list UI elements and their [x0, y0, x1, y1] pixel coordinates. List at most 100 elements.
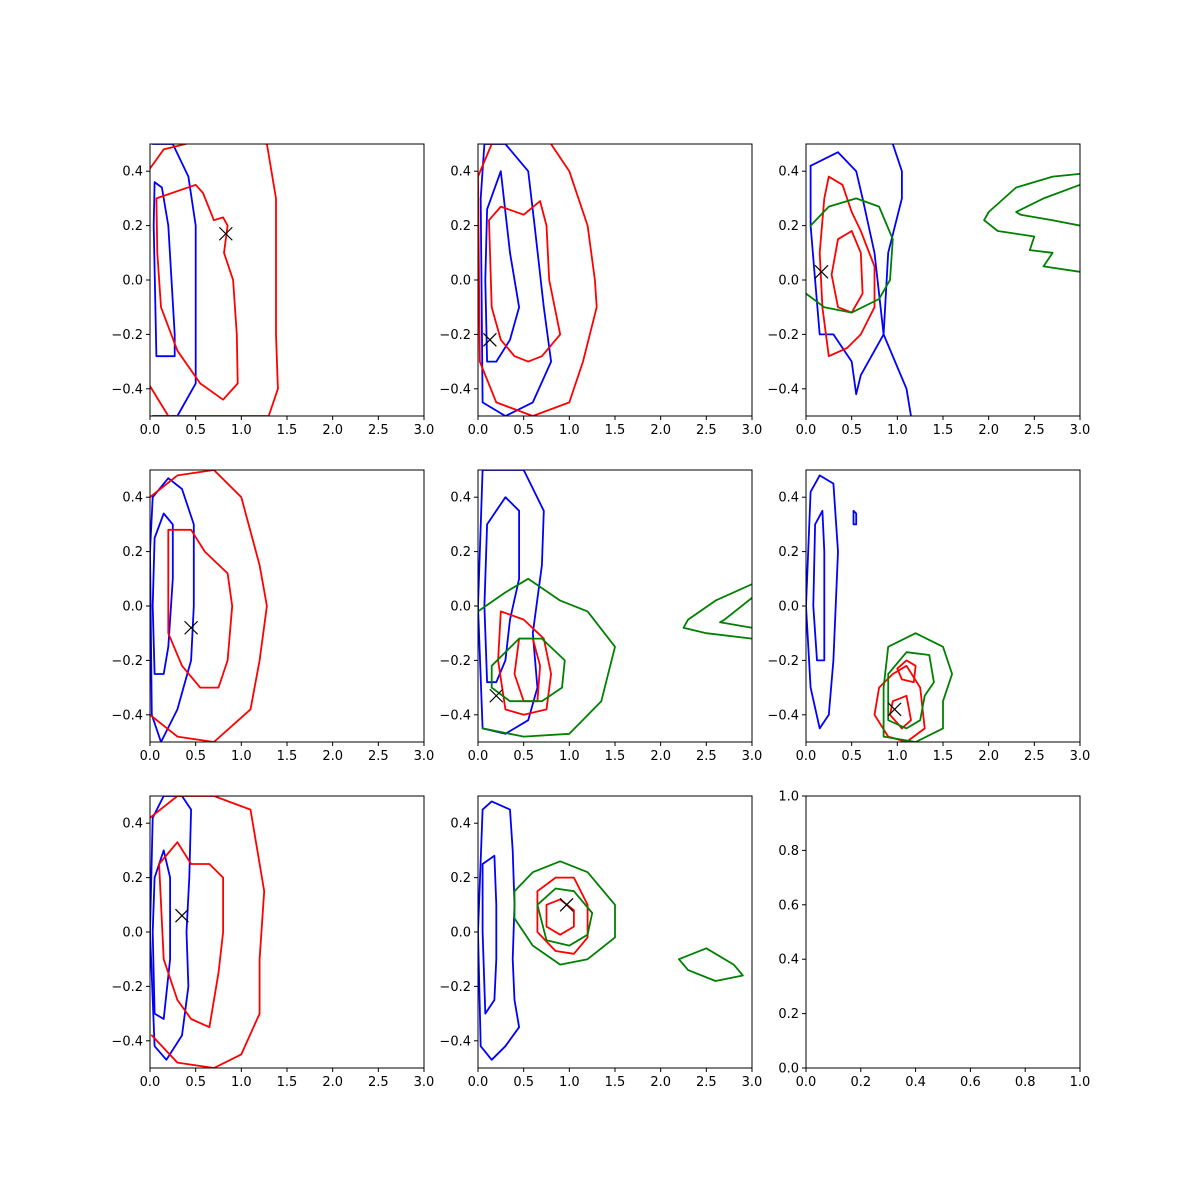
y-tick-label: 0.0 [778, 1062, 799, 1077]
x-tick-label: 0.0 [140, 423, 161, 438]
x-tick-label: 2.5 [368, 1075, 389, 1090]
contour-line [809, 151, 912, 416]
x-tick-label: 2.0 [322, 1075, 343, 1090]
x-tick-label: 0.0 [140, 749, 161, 764]
x-tick-label: 0.5 [841, 749, 862, 764]
marker-x [184, 620, 199, 635]
x-tick-label: 3.0 [414, 749, 435, 764]
plot-area [478, 800, 744, 1061]
y-tick-label: −0.2 [767, 654, 799, 669]
x-tick-label: 2.5 [696, 749, 717, 764]
contour-line [545, 898, 575, 936]
axes-frame [149, 143, 425, 417]
y-tick-label: −0.4 [111, 708, 143, 723]
x-tick-label: 0.5 [513, 423, 534, 438]
contour-line [873, 664, 926, 742]
contour-line [152, 181, 176, 358]
y-tick-label: 0.2 [450, 871, 471, 886]
plot-area [150, 796, 266, 1068]
x-tick-label: 1.0 [1070, 1075, 1091, 1090]
x-tick-label: 0.0 [796, 749, 817, 764]
y-tick-label: 0.4 [122, 165, 143, 180]
y-tick-label: −0.4 [439, 382, 471, 397]
contour-line [497, 610, 552, 716]
contour-line [483, 496, 520, 684]
x-tick-label: 2.0 [978, 423, 999, 438]
contour-line [488, 200, 562, 363]
x-tick-label: 1.5 [277, 1075, 298, 1090]
axes-frame [477, 143, 753, 417]
contour-line [150, 144, 279, 416]
y-tick-label: 0.4 [450, 817, 471, 832]
y-tick-label: 0.4 [450, 165, 471, 180]
x-tick-label: 2.5 [696, 423, 717, 438]
y-tick-label: 0.2 [122, 545, 143, 560]
x-tick-label: 1.5 [605, 1075, 626, 1090]
marker-x [489, 688, 504, 703]
x-tick-label: 0.6 [960, 1075, 981, 1090]
y-tick-label: 0.0 [450, 926, 471, 941]
x-tick-label: 0.5 [513, 1075, 534, 1090]
x-tick-label: 2.5 [368, 423, 389, 438]
plot-area [806, 474, 953, 742]
y-tick-label: 0.4 [122, 817, 143, 832]
x-tick-label: 0.0 [140, 1075, 161, 1090]
contour-line [1015, 183, 1080, 227]
y-tick-label: 0.0 [122, 274, 143, 289]
contour-line [481, 854, 498, 1015]
y-tick-label: −0.2 [439, 328, 471, 343]
x-tick-label: 3.0 [742, 1075, 763, 1090]
x-tick-label: 2.5 [368, 749, 389, 764]
y-tick-label: 0.4 [450, 491, 471, 506]
y-tick-label: 0.2 [778, 219, 799, 234]
contour-line [478, 144, 598, 416]
x-tick-label: 0.2 [850, 1075, 871, 1090]
contour-line [151, 849, 171, 1020]
contour-line [983, 173, 1080, 273]
contour-line [889, 694, 912, 730]
y-tick-label: 0.2 [122, 219, 143, 234]
plot-area [806, 144, 1080, 416]
contour-line [896, 659, 917, 684]
y-tick-label: 0.2 [778, 545, 799, 560]
contour-line [151, 512, 174, 675]
y-tick-label: 0.2 [450, 545, 471, 560]
y-tick-label: −0.4 [767, 708, 799, 723]
contour-line [852, 509, 858, 526]
contour-line [887, 651, 935, 730]
x-tick-label: 0.5 [513, 749, 534, 764]
x-tick-label: 2.0 [650, 423, 671, 438]
contour-line [478, 577, 616, 738]
contour-line [806, 474, 839, 730]
contour-line [882, 632, 953, 742]
x-tick-label: 2.0 [978, 749, 999, 764]
axes-frame [149, 469, 425, 743]
contour-line [536, 876, 589, 955]
x-tick-label: 0.4 [905, 1075, 926, 1090]
y-tick-label: −0.4 [111, 382, 143, 397]
x-tick-label: 2.0 [322, 423, 343, 438]
y-tick-label: 0.4 [778, 953, 799, 968]
contour-line [479, 144, 552, 416]
x-tick-label: 1.0 [887, 749, 908, 764]
y-tick-label: −0.2 [111, 654, 143, 669]
marker-x [559, 897, 574, 912]
x-tick-label: 1.0 [559, 749, 580, 764]
axes-frame [805, 143, 1081, 417]
contour-line [484, 170, 520, 363]
x-tick-label: 3.0 [742, 423, 763, 438]
y-tick-label: −0.2 [439, 654, 471, 669]
x-tick-label: 0.8 [1015, 1075, 1036, 1090]
x-tick-label: 0.0 [796, 423, 817, 438]
y-tick-label: 0.0 [450, 600, 471, 615]
y-tick-label: −0.2 [439, 980, 471, 995]
y-tick-label: 0.0 [122, 600, 143, 615]
contour-line [158, 841, 224, 1029]
x-tick-label: 0.0 [468, 749, 489, 764]
x-tick-label: 0.0 [468, 423, 489, 438]
x-tick-label: 3.0 [1070, 749, 1091, 764]
y-tick-label: −0.4 [439, 1034, 471, 1049]
contour-line [806, 197, 894, 314]
contour-line [682, 583, 752, 640]
contour-line [478, 800, 520, 1061]
